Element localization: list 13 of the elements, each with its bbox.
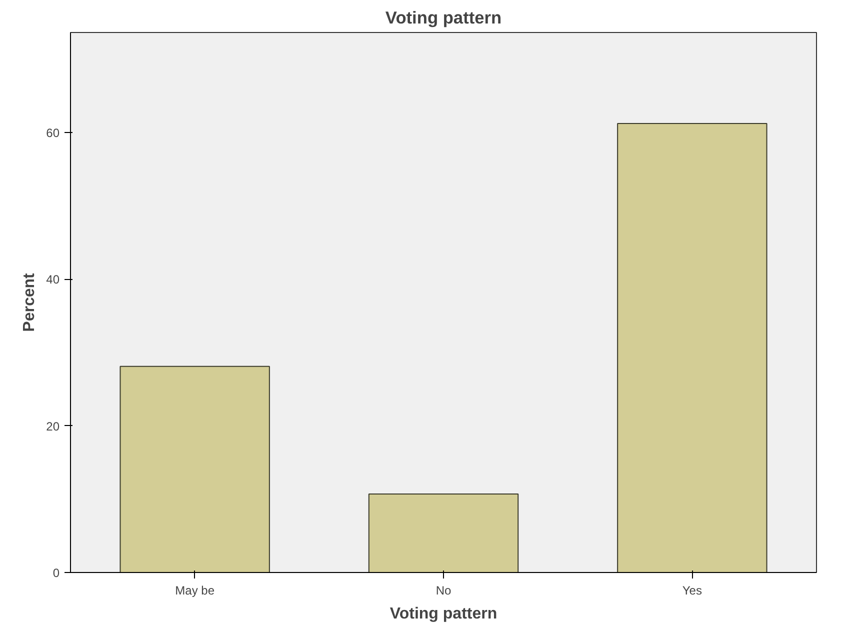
x-tick-label: May be <box>175 584 215 598</box>
chart-title: Voting pattern <box>385 8 502 28</box>
bar <box>368 493 519 572</box>
bar <box>120 366 270 572</box>
y-tick-label: 60 <box>46 126 60 140</box>
x-tick-label: Yes <box>682 584 702 598</box>
x-tick-label: No <box>436 584 452 598</box>
y-tick-label: 20 <box>46 419 60 434</box>
y-axis-title: Percent <box>21 272 38 332</box>
y-tick-label: 0 <box>52 566 60 580</box>
y-tick-label: 40 <box>46 272 60 287</box>
bar <box>617 122 768 572</box>
x-axis-title: Voting pattern <box>390 606 498 622</box>
